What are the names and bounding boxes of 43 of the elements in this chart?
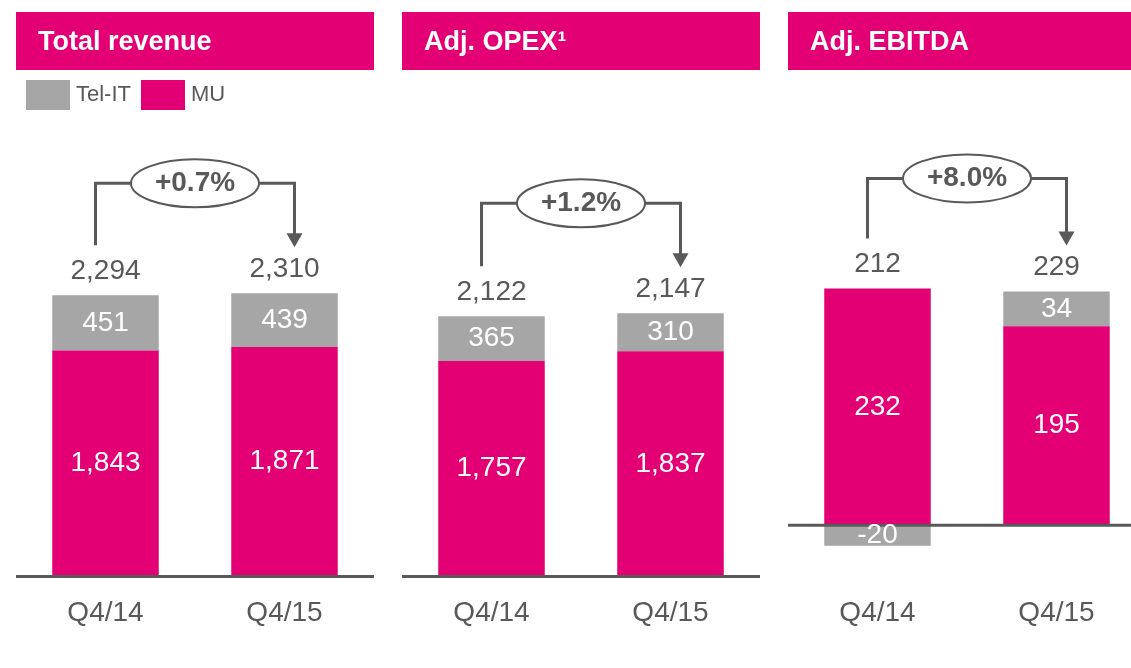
data-label: 439 [261,302,308,334]
total-label: 229 [1033,250,1080,282]
text: +8.0% [926,161,1008,193]
data-label: 1,843 [70,446,141,478]
total-label: 2,294 [70,253,141,285]
bar [438,316,545,362]
bar [52,350,159,577]
data-label: 232 [854,389,901,421]
data-label: 34 [1040,291,1073,323]
x-tick-label: Q4/15 [1018,595,1095,627]
bar [824,288,931,526]
bar [617,313,724,352]
x-tick-label: Q4/14 [453,595,530,627]
x-tick-label: Q4/15 [246,595,323,627]
data-label: 1,837 [635,446,706,478]
total-label: 2,147 [635,271,706,303]
bar [231,293,338,348]
data-label: 1,871 [249,444,320,476]
total-label: 212 [854,247,901,279]
total-label: 2,122 [456,275,527,307]
data-label: 365 [468,321,515,353]
bar [438,361,545,577]
data-label: 195 [1033,408,1080,440]
bar [1003,291,1110,327]
x-tick-label: Q4/14 [67,595,144,627]
x-tick-label: Q4/15 [632,595,709,627]
chart-title: Adj. EBITDA [788,12,1131,70]
data-label: 451 [82,305,129,337]
bar [231,347,338,577]
bar [617,351,724,577]
text: +0.7% [154,166,236,198]
data-label: 310 [647,314,694,346]
legend-label: MU [190,80,226,108]
bar [1003,326,1110,526]
x-tick-label: Q4/14 [839,595,916,627]
chart-title: Adj. OPEX¹ [402,12,760,70]
chart-title: Total revenue [16,12,374,70]
legend-label: Tel-IT [75,80,131,108]
data-label: -20 [857,518,898,550]
total-label: 2,310 [249,252,320,284]
bar [52,295,159,351]
data-label: 1,757 [456,451,527,483]
text: +1.2% [540,185,622,217]
